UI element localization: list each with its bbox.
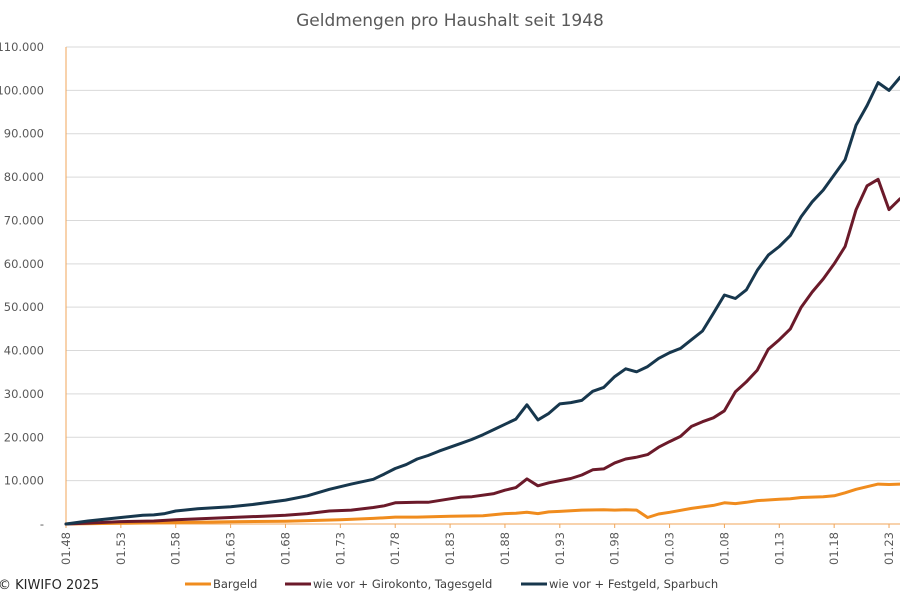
y-tick-label: - [40, 517, 44, 531]
x-tick-label: 01.63 [224, 532, 238, 565]
x-tick-label: 01.58 [169, 532, 183, 565]
legend-label-2: wie vor + Girokonto, Tagesgeld [313, 577, 492, 591]
x-tick-label: 01.08 [717, 532, 731, 565]
y-tick-label: 50.000 [4, 300, 44, 314]
x-tick-label: 01.83 [443, 532, 457, 565]
y-tick-label: 80.000 [4, 170, 44, 184]
series-line-2 [64, 177, 900, 526]
y-tick-label: 90.000 [4, 127, 44, 141]
x-tick-label: 01.73 [333, 532, 347, 565]
series-line-3 [64, 75, 900, 526]
series-line-1 [64, 482, 900, 526]
y-tick-label: 30.000 [4, 387, 44, 401]
y-tick-label: 40.000 [4, 344, 44, 358]
y-tick-label: 110.000 [0, 40, 44, 54]
x-tick-label: 01.23 [882, 532, 896, 565]
series-lines [64, 75, 900, 526]
y-tick-label: 20.000 [4, 430, 44, 444]
y-tick-label: 60.000 [4, 257, 44, 271]
legend-label-3: wie vor + Festgeld, Sparbuch [549, 577, 718, 591]
x-tick-label: 01.03 [663, 532, 677, 565]
legend-label-1: Bargeld [213, 577, 257, 591]
x-tick-label: 01.53 [114, 532, 128, 565]
x-tick-label: 01.88 [498, 532, 512, 565]
chart-title: Geldmengen pro Haushalt seit 1948 [296, 11, 604, 31]
credit-text: © KIWIFO 2025 [0, 578, 99, 593]
y-tick-label: 100.000 [0, 83, 44, 97]
legend: Bargeld wie vor + Girokonto, Tagesgeld wie… [185, 577, 718, 591]
y-tick-label: 70.000 [4, 213, 44, 227]
x-tick-label: 01.93 [553, 532, 567, 565]
x-tick-label: 01.13 [772, 532, 786, 565]
x-tick-label: 01.18 [827, 532, 841, 565]
x-axis: 01.48 01.53 01.58 01.63 01.68 01.73 01.78 01.83… [59, 47, 900, 565]
x-tick-label: 01.78 [388, 532, 402, 565]
y-axis-tick-labels: - 10.000 20.000 30.000 40.000 50.000 60.000 70.… [0, 40, 44, 531]
x-tick-label: 01.68 [278, 532, 292, 565]
x-tick-label: 01.98 [608, 532, 622, 565]
gridlines [66, 46, 900, 482]
y-tick-label: 10.000 [4, 474, 44, 488]
x-tick-label: 01.48 [59, 532, 73, 565]
